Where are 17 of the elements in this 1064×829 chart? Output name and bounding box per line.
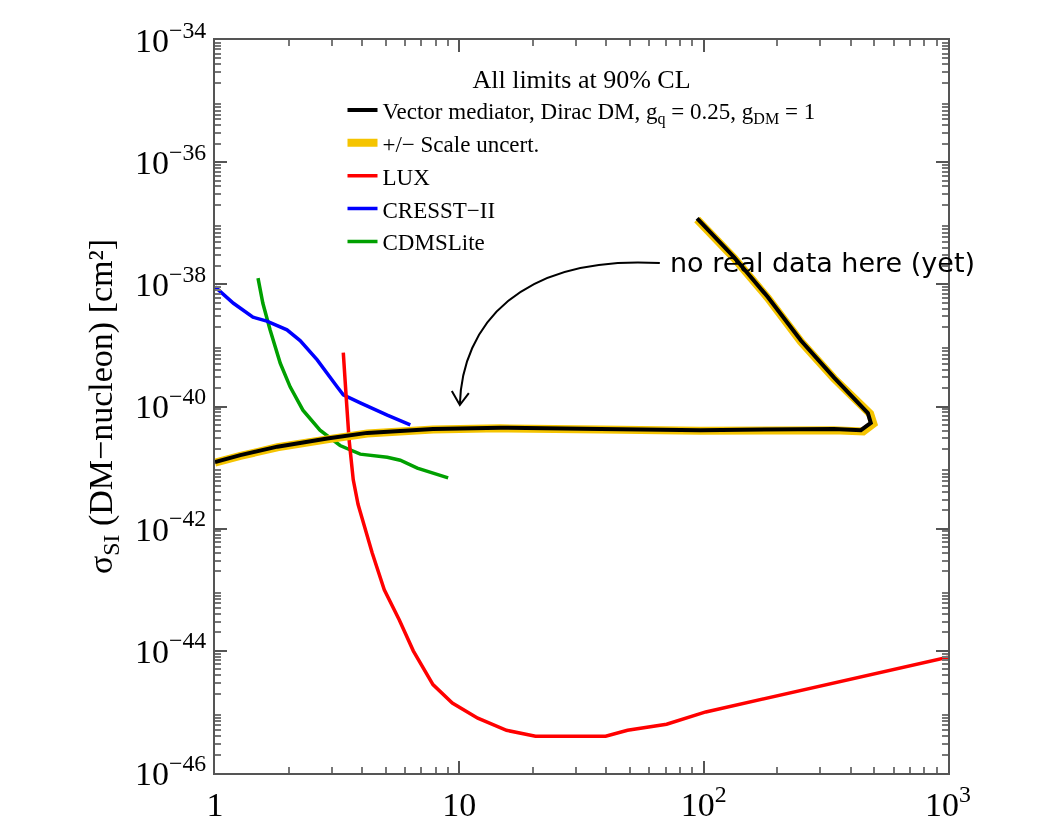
y-tick-label: 10$^{−44}$ — [134, 627, 207, 670]
y-tick-label: 10$^{−42}$ — [134, 505, 207, 548]
legend-label: Vector mediator, Dirac DM, g$_{q}$ = 0.25, g$_{DM}$ = 1 — [382, 98, 816, 128]
legend-title: All limits at 90% CL — [472, 65, 691, 95]
x-tick-label: 10$^{2}$ — [680, 780, 727, 823]
x-tick-label: 10$^{3}$ — [925, 780, 971, 823]
y-tick-label: 10$^{−46}$ — [134, 749, 207, 792]
y-tick-label: 10$^{−38}$ — [134, 260, 207, 304]
legend-label: CRESST−II — [382, 197, 496, 223]
x-tick-label: 10 — [442, 785, 477, 823]
legend-label: +/− Scale uncert. — [382, 131, 540, 157]
legend-label: LUX — [382, 164, 431, 190]
x-tick-label: 1 — [206, 785, 224, 823]
legend-label: CDMSLite — [382, 230, 485, 256]
y-tick-label: 10$^{−34}$ — [134, 16, 207, 59]
y-tick-label: 10$^{−40}$ — [134, 383, 207, 426]
y-tick-label: 10$^{−36}$ — [134, 138, 207, 182]
